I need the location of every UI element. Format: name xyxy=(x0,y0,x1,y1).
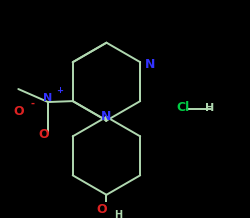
Text: H: H xyxy=(114,210,122,218)
Text: O: O xyxy=(13,105,24,118)
Text: N: N xyxy=(145,58,155,72)
Text: -: - xyxy=(30,99,34,109)
Text: Cl: Cl xyxy=(177,101,190,114)
Text: N: N xyxy=(101,110,112,123)
Text: H: H xyxy=(205,103,214,113)
Text: +: + xyxy=(56,86,64,95)
Text: N: N xyxy=(44,93,53,103)
Text: O: O xyxy=(38,128,49,141)
Text: O: O xyxy=(96,203,107,216)
